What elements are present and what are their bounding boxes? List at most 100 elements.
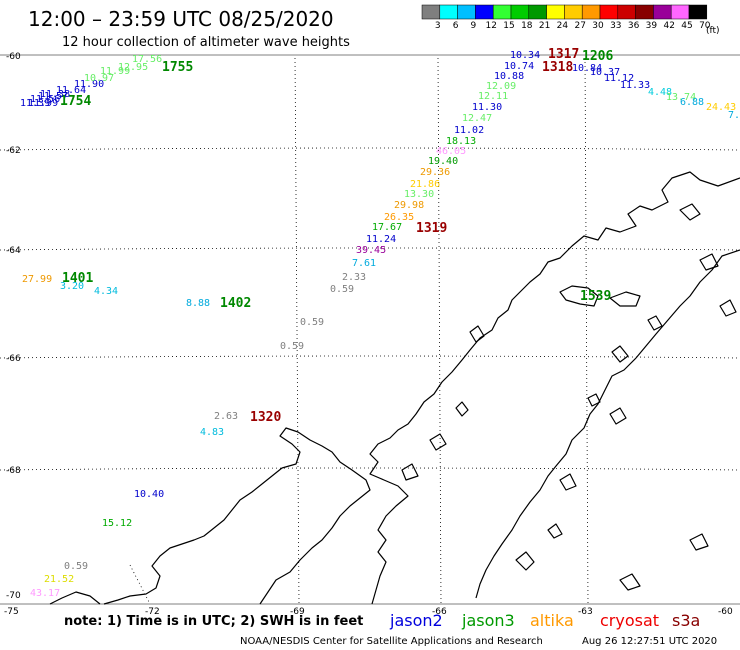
footer-note: note: 1) Time is in UTC; 2) SWH is in fe… (64, 614, 363, 629)
observation-time-label: 1755 (162, 60, 193, 75)
observation-wave-height: 2.63 (214, 411, 238, 422)
observation-wave-height: 11.99 (100, 66, 130, 77)
observation-wave-height: 10.37 (590, 67, 620, 78)
satellite-s3a-label: s3a (672, 611, 700, 630)
map-frame (0, 54, 740, 605)
observation-time-label: 1539 (580, 289, 611, 304)
observation-time-label: 1317 (548, 47, 579, 62)
graticule (0, 57, 740, 605)
observation-wave-height: 11.90 (74, 79, 104, 90)
observation-wave-height: 17.67 (372, 222, 402, 233)
color-legend: 3 6 9 12 15 18 21 24 27 30 33 36 39 42 45 70 (421, 4, 711, 31)
observation-wave-height: 4.34 (94, 286, 118, 297)
observation-wave-height: 7.61 (352, 258, 376, 269)
lat-label: -64 (6, 246, 21, 256)
legend-swatch (457, 4, 476, 20)
observation-wave-height: 4.48 (648, 87, 672, 98)
observation-wave-height: 10.97 (84, 73, 114, 84)
legend-tick-label: 18 (521, 21, 533, 31)
observation-wave-height: 10.74 (504, 61, 534, 72)
observation-time-label: 1402 (220, 296, 251, 311)
observation-wave-height: 2.33 (342, 272, 366, 283)
legend-tick-label: 24 (557, 21, 569, 31)
observation-wave-height: 13.74 (666, 92, 696, 103)
legend-swatch (439, 4, 458, 20)
lon-label: -75 (4, 607, 19, 617)
legend-tick-label: 70 (699, 21, 711, 31)
observation-wave-height: 29.98 (394, 200, 424, 211)
observation-wave-height: 12.47 (462, 113, 492, 124)
legend-swatch (546, 4, 565, 20)
observation-wave-height: 0.59 (64, 561, 88, 572)
observation-wave-height: 11.33 (620, 80, 650, 91)
observation-wave-height: 11.38 (40, 89, 70, 100)
observation-wave-height: 10.34 (510, 50, 540, 61)
observation-wave-height: 29.36 (420, 167, 450, 178)
lon-label: -72 (145, 607, 160, 617)
satellite-jason2-label: jason2 (389, 611, 443, 630)
observation-wave-height: 12.11 (478, 91, 508, 102)
legend-swatch (421, 4, 441, 20)
coastline (49, 171, 740, 605)
footer-timestamp: Aug 26 12:27:51 UTC 2020 (582, 636, 717, 647)
legend-swatch (653, 4, 672, 20)
observation-wave-height: 11.02 (454, 125, 484, 136)
legend-tick-label: 33 (610, 21, 621, 31)
legend-tick-label: 6 (453, 21, 459, 31)
observation-wave-height: 24.43 (706, 102, 736, 113)
lon-label: -66 (432, 607, 447, 617)
observation-wave-height: 11.12 (604, 73, 634, 84)
lat-label: -62 (6, 146, 21, 156)
observation-wave-height: 6.88 (680, 97, 704, 108)
satellite-jason3-label: jason3 (461, 611, 515, 630)
observation-time-label: 1754 (60, 94, 91, 109)
observation-wave-height: 0.59 (300, 317, 324, 328)
footer-credit: NOAA/NESDIS Center for Satellite Applica… (240, 636, 543, 647)
legend-swatch (510, 4, 530, 20)
observation-wave-height: 11.99 (28, 98, 58, 109)
observation-wave-height: 19.40 (428, 156, 458, 167)
legend-swatch (635, 4, 654, 20)
lon-label: -63 (578, 607, 593, 617)
observation-wave-height: 11.57 (38, 91, 68, 102)
lon-label: -69 (290, 607, 305, 617)
legend-tick-label: 42 (663, 21, 674, 31)
map-subtitle: 12 hour collection of altimeter wave hei… (62, 35, 350, 50)
lat-label: -66 (6, 354, 21, 364)
observation-wave-height: 18.13 (446, 136, 476, 147)
legend-tick-label: 45 (681, 21, 692, 31)
observation-wave-height: 27.99 (22, 274, 52, 285)
observation-wave-height: 12.09 (486, 81, 516, 92)
observation-time-label: 1401 (62, 271, 93, 286)
observation-wave-height: 15.12 (102, 518, 132, 529)
observation-time-label: 1320 (250, 410, 281, 425)
lat-label: -70 (6, 591, 21, 601)
legend-swatch (475, 4, 494, 20)
observation-wave-height: 8.88 (186, 298, 210, 309)
lat-label: -60 (6, 52, 21, 62)
lon-label: -60 (718, 607, 733, 617)
map-title: 12:00 – 23:59 UTC 08/25/2020 (28, 7, 334, 31)
lat-label: -68 (6, 466, 21, 476)
longitude-labels: -75 -72 -69 -66 -63 -60 (4, 607, 733, 617)
legend-swatch (528, 4, 547, 20)
legend-tick-label: 3 (435, 21, 441, 31)
observation-wave-height: 0.59 (330, 284, 354, 295)
legend-tick-label: 27 (574, 21, 585, 31)
observation-wave-height: 11.64 (56, 85, 86, 96)
observation-wave-height: 11.56 (30, 94, 60, 105)
observation-wave-height: 39.45 (356, 245, 386, 256)
observation-wave-height: 10.40 (134, 489, 164, 500)
observation-wave-height: 7.85 (728, 110, 740, 121)
legend-swatch (688, 4, 708, 20)
observation-wave-height: 11.39 (20, 98, 50, 109)
observation-wave-height: 21.86 (410, 179, 440, 190)
legend-tick-label: 15 (503, 21, 514, 31)
legend-swatch (617, 4, 636, 20)
observation-wave-height: 0.59 (280, 341, 304, 352)
observation-time-label: 1206 (582, 49, 613, 64)
observation-wave-height: 11.30 (472, 102, 502, 113)
legend-tick-label: 21 (539, 21, 550, 31)
